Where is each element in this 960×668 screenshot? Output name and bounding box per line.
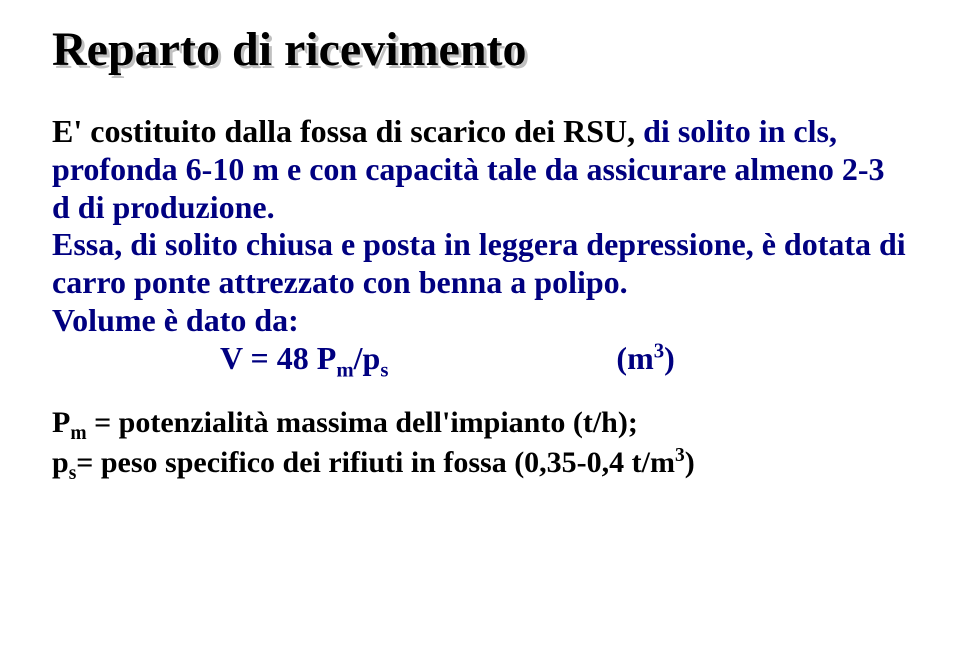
- slide: Reparto di ricevimento Reparto di ricevi…: [0, 0, 960, 668]
- def1-eq: = potenzialit: [87, 406, 254, 439]
- def1-agrave: à: [254, 406, 269, 439]
- def2-symbol: p: [52, 446, 69, 479]
- slide-title: Reparto di ricevimento: [52, 22, 910, 77]
- def2-close: ): [685, 446, 695, 479]
- definition-line-2: ps= peso specifico dei rifiuti in fossa …: [52, 443, 910, 483]
- def1-rest: massima dell'impianto (t/h);: [269, 406, 638, 439]
- formula-over: /p: [354, 340, 381, 376]
- formula-expression: V = 48 Pm/ps (m3): [52, 340, 910, 378]
- formula-unit-close: ): [664, 340, 675, 376]
- def2-sup: 3: [675, 445, 685, 466]
- formula-lhs: V = 48 P: [220, 340, 336, 376]
- def1-symbol: P: [52, 406, 70, 439]
- formula-unit-sup: 3: [654, 339, 664, 362]
- definition-line-1: Pm = potenzialità massima dell'impianto …: [52, 403, 910, 443]
- paragraph-2: Essa, di solito chiusa e posta in legger…: [52, 226, 910, 302]
- def1-sub: m: [70, 423, 86, 444]
- formula-over-sub: s: [380, 358, 388, 381]
- title-block: Reparto di ricevimento Reparto di ricevi…: [52, 22, 910, 77]
- formula-unit-open: (m: [616, 340, 653, 376]
- formula-block: Volume è dato da: V = 48 Pm/ps (m3): [52, 302, 910, 378]
- formula-intro: Volume è dato da:: [52, 302, 910, 340]
- formula-lhs-sub: m: [336, 358, 353, 381]
- def2-eq: = peso specifico dei rifiuti in fossa (0…: [76, 446, 675, 479]
- paragraph-1: E' costituito dalla fossa di scarico dei…: [52, 113, 910, 226]
- definitions: Pm = potenzialità massima dell'impianto …: [52, 403, 910, 482]
- formula-unit: (m3): [616, 340, 674, 378]
- formula-body: V = 48 Pm/ps: [220, 340, 388, 378]
- paragraph-1-lead: E' costituito dalla fossa di scarico dei…: [52, 113, 643, 149]
